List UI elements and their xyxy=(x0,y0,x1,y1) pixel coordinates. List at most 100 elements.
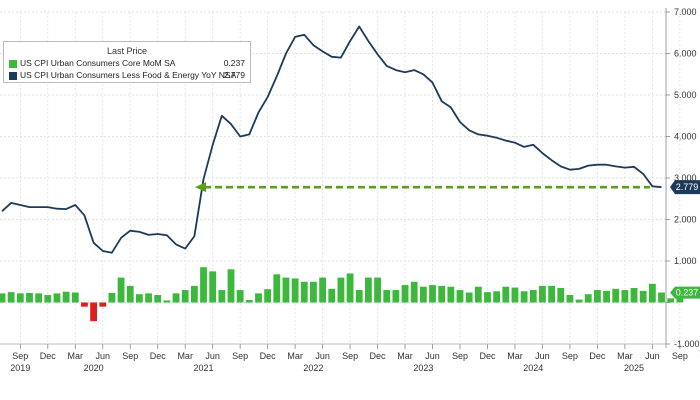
bar xyxy=(319,277,326,303)
bar xyxy=(465,292,473,303)
bar xyxy=(639,290,647,303)
legend-entry-name: US CPI Urban Consumers Less Food & Energ… xyxy=(20,70,237,80)
bar xyxy=(328,288,336,303)
x-tick-label: Mar xyxy=(177,351,193,361)
bar xyxy=(282,277,290,303)
bar xyxy=(62,291,70,303)
legend-title: Last Price xyxy=(106,46,148,56)
bar xyxy=(621,290,629,303)
y-tick-label: 6.000 xyxy=(674,49,697,59)
bar xyxy=(456,290,464,303)
bar xyxy=(603,290,610,303)
bar xyxy=(291,278,299,303)
x-tick-label: Mar xyxy=(68,351,84,361)
x-tick-label: Sep xyxy=(12,351,28,361)
x-year-label: 2025 xyxy=(624,363,644,373)
bar xyxy=(154,295,162,303)
bar xyxy=(438,285,446,303)
bar xyxy=(300,281,308,303)
bar xyxy=(447,286,455,303)
bar xyxy=(493,291,501,303)
bar xyxy=(539,285,546,303)
legend: Last Price US CPI Urban Consumers Core M… xyxy=(3,41,251,83)
bar xyxy=(245,300,253,303)
bar xyxy=(126,285,134,303)
y-tick-label: 5.000 xyxy=(674,90,697,100)
legend-swatch-core-yoy xyxy=(9,72,17,80)
bar-series xyxy=(0,267,684,322)
bar xyxy=(99,302,107,307)
bar xyxy=(117,277,125,303)
bar xyxy=(658,292,665,303)
legend-entry-name: US CPI Urban Consumers Core MoM SA xyxy=(20,58,176,68)
legend-swatch-core-mom xyxy=(9,60,17,68)
bar xyxy=(520,291,528,303)
bar xyxy=(548,285,555,303)
x-tick-label: Dec xyxy=(589,351,606,361)
bar xyxy=(209,271,217,303)
x-year-label: 2020 xyxy=(84,363,104,373)
x-tick-label: Sep xyxy=(672,351,688,361)
x-year-label: 2022 xyxy=(303,363,323,373)
bar xyxy=(410,281,418,303)
bar xyxy=(163,300,171,303)
y-tick-label: 1.000 xyxy=(674,256,697,266)
bar xyxy=(71,292,79,303)
bar xyxy=(474,286,482,303)
x-year-label: 2023 xyxy=(413,363,433,373)
bar xyxy=(429,285,436,303)
x-tick-label: Jun xyxy=(425,351,440,361)
bar xyxy=(53,293,61,303)
x-tick-label: Sep xyxy=(232,351,248,361)
bar xyxy=(484,292,491,303)
y-tick-label: 7.000 xyxy=(674,7,697,17)
bar xyxy=(190,285,198,303)
reference-arrow xyxy=(195,182,650,193)
x-tick-label: Jun xyxy=(205,351,220,361)
x-tick-label: Sep xyxy=(562,351,578,361)
x-year-label: 2021 xyxy=(194,363,214,373)
x-tick-label: Dec xyxy=(40,351,57,361)
y-tick-label: 2.000 xyxy=(674,215,697,225)
bar xyxy=(16,293,24,303)
bar-last-value-tag xyxy=(670,286,700,299)
bar xyxy=(374,277,381,303)
bar xyxy=(236,290,244,303)
legend-entry-value: 2.779 xyxy=(223,70,245,80)
bar xyxy=(181,290,189,303)
bar xyxy=(200,267,207,303)
bar xyxy=(584,294,592,303)
line-path xyxy=(1,25,662,254)
y-axis: 7.000 6.000 5.000 4.000 3.000 2.000 1.000 -1.00… xyxy=(665,7,700,349)
bar xyxy=(511,287,519,303)
bar xyxy=(172,293,180,303)
bar xyxy=(419,286,427,303)
x-tick-label: Sep xyxy=(122,351,138,361)
bar xyxy=(529,290,537,303)
bar xyxy=(81,302,88,307)
bar xyxy=(648,283,656,303)
bar xyxy=(612,288,620,303)
bar xyxy=(557,287,565,303)
x-tick-label: Dec xyxy=(370,351,387,361)
bar xyxy=(90,302,97,322)
line-series xyxy=(1,25,662,254)
bar xyxy=(227,269,235,303)
bar xyxy=(566,295,574,303)
bar xyxy=(0,293,6,303)
x-tick-label: Jun xyxy=(535,351,550,361)
bar-last-value-label: 0.237 xyxy=(676,288,699,298)
bar xyxy=(310,281,317,303)
x-year-label: 2019 xyxy=(10,363,30,373)
bar xyxy=(218,290,226,303)
x-tick-label: Mar xyxy=(287,351,303,361)
y-tick-label: -1.000 xyxy=(674,339,700,349)
x-tick-label: Dec xyxy=(479,351,496,361)
x-year-label: 2024 xyxy=(523,363,543,373)
bar xyxy=(502,286,510,303)
bar xyxy=(667,298,675,303)
bar xyxy=(255,293,262,303)
bar xyxy=(630,287,638,303)
bar xyxy=(575,299,583,303)
